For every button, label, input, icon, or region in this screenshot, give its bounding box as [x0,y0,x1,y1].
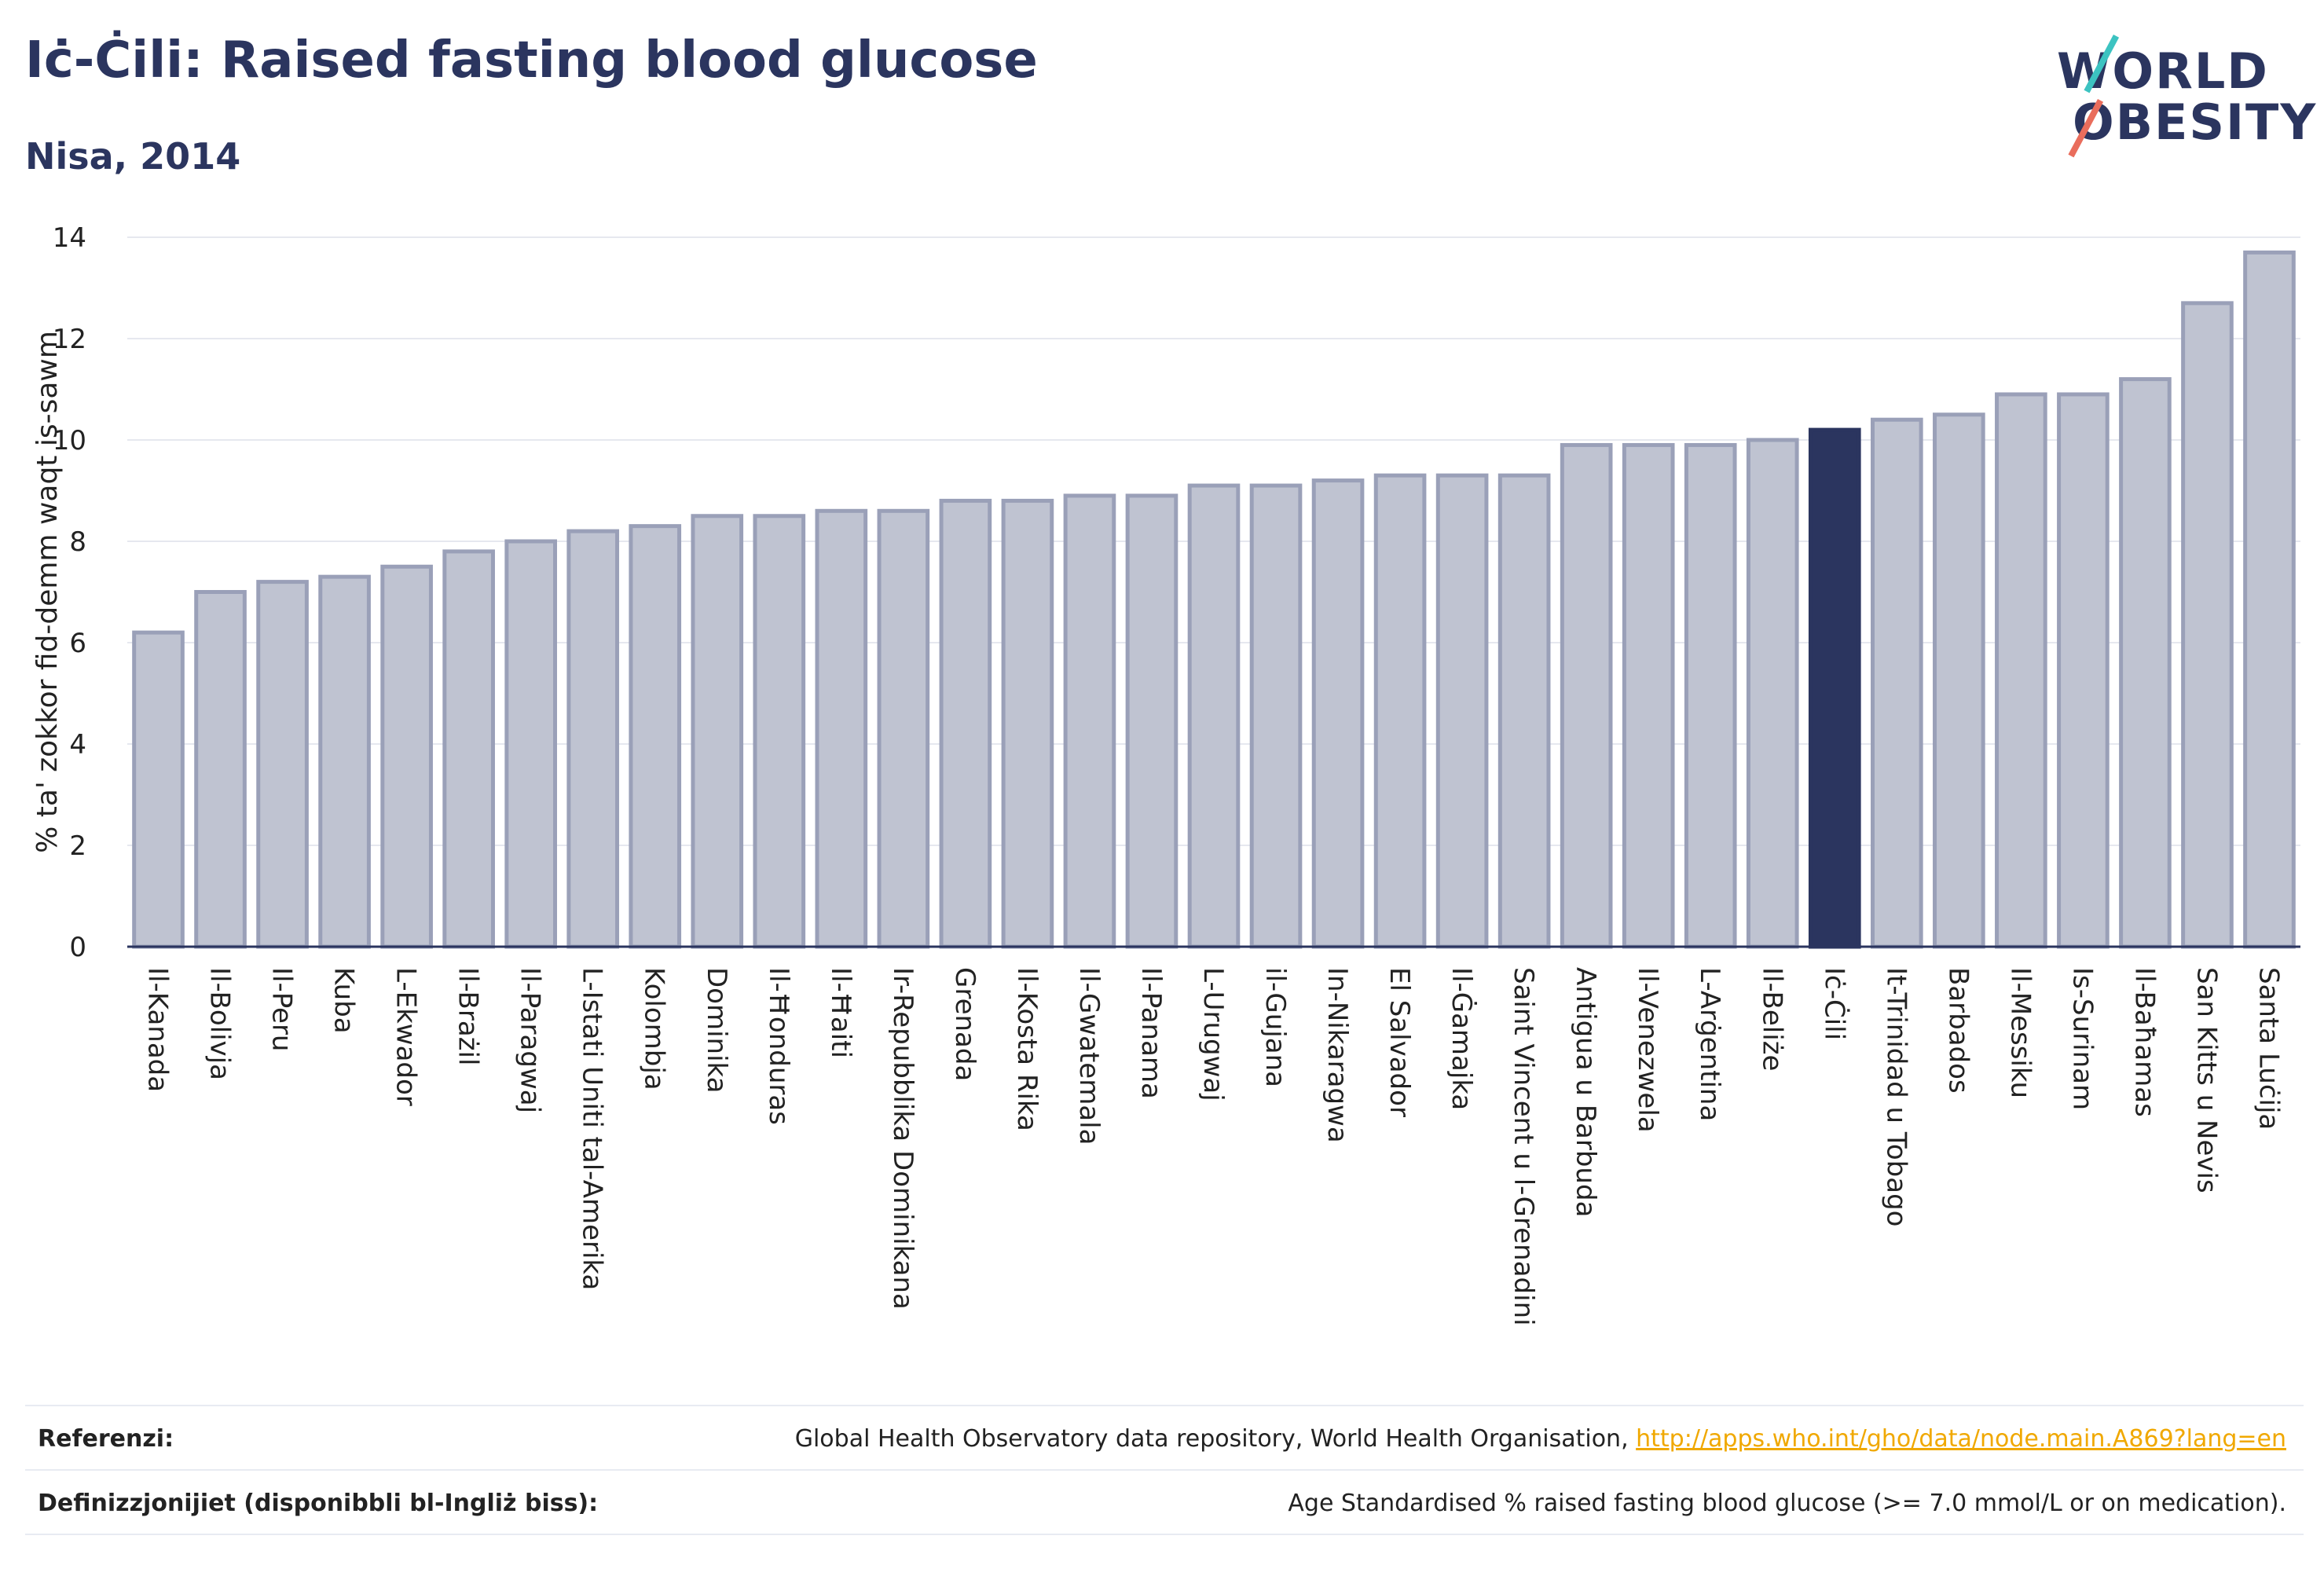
x-tick-label: Ir-Repubblika Dominikana [887,967,918,1310]
x-tick-label: Saint Vincent u l-Grenadini [1508,967,1539,1326]
bar [256,580,309,949]
x-tick-label: San Kitts u Nevis [2190,967,2222,1193]
bar [1497,473,1551,949]
bar [939,498,992,949]
x-tick-label: Is-Surinam [2066,967,2098,1110]
x-tick-label: L-Ekwador [390,967,422,1106]
references-label: Referenzi: [38,1425,174,1453]
x-tick-label: L-Arġentina [1694,967,1725,1121]
bar [1746,438,1799,949]
bar [1249,483,1303,949]
chart-subtitle: Nisa, 2014 [25,135,241,178]
bar [1373,473,1427,949]
definitions-label: Definizzjonijiet (disponibbli bl-Ingliż … [38,1490,599,1517]
x-tick-label: Kolombja [639,967,670,1090]
bar [815,508,868,949]
bar [132,630,185,949]
bar [1933,412,1985,949]
bar [380,564,433,949]
bar [1001,498,1054,949]
bar [629,524,682,949]
footer-divider-bottom [25,1534,2304,1535]
bar [194,590,247,949]
bar [2119,377,2172,949]
bar [2181,301,2234,949]
x-tick-label: Il-Ħaiti [825,967,856,1058]
logo-text-obesity: OBESITY [2073,93,2318,151]
y-tick-label: 2 [69,830,86,862]
y-tick-label: 12 [53,324,86,355]
x-tick-label: Grenada [949,967,981,1081]
bar [566,529,620,949]
x-tick-label: Il-Kanada [142,967,174,1092]
y-tick-label: 6 [69,628,86,659]
bar [1063,493,1116,949]
bar [2243,250,2296,949]
x-tick-label: Dominika [701,967,732,1093]
x-tick-label: Antigua u Barbuda [1570,967,1601,1217]
x-tick-label: L-Istati Uniti tal-Amerika [577,967,608,1290]
bar [1435,473,1489,949]
x-tick-label: Il-Gwatemala [1073,967,1105,1145]
bar [504,539,558,949]
y-tick-label: 4 [69,729,86,761]
x-tick-label: Il-Paragwaj [515,967,546,1113]
x-tick-label: Iċ-Ċili [1818,967,1850,1040]
x-tick-label: In-Nikaragwa [1321,967,1353,1143]
x-tick-label: Il-Baħamas [2128,967,2160,1117]
y-axis-title: % ta' zokkor fid-demm waqt is-sawm [31,331,64,853]
bar [1870,417,1923,949]
x-tick-label: Il-Panama [1135,967,1167,1099]
bar [1187,483,1241,949]
bar [1311,478,1365,949]
bar [691,514,744,949]
definitions-value: Age Standardised % raised fasting blood … [1288,1490,2286,1517]
bar [1560,442,1613,949]
x-tick-label: Il-Peru [266,967,298,1051]
y-tick-label: 0 [69,932,86,963]
x-tick-label: Il-Venezwela [1632,967,1663,1133]
x-tick-label: Il-Beliże [1756,967,1787,1071]
bar [1622,442,1675,949]
references-value: Global Health Observatory data repositor… [795,1425,2286,1453]
x-tick-label: Santa Luċija [2253,967,2284,1130]
x-tick-label: Il-Ħonduras [763,967,794,1125]
x-tick-label: Il-Brażil [453,967,484,1065]
x-tick-label: L-Urugwaj [1197,967,1229,1101]
bar [877,508,930,949]
bar [1684,442,1737,949]
y-tick-label: 10 [53,425,86,456]
bar [1995,392,2047,949]
bar [318,574,371,949]
references-text: Global Health Observatory data repositor… [794,1425,1637,1453]
bar [442,549,495,949]
bar [1808,427,1861,949]
world-obesity-logo: WORLD OBESITY [2043,35,2315,168]
bar [753,514,806,949]
x-tick-label: Il-Messiku [2004,967,2036,1098]
y-tick-label: 8 [69,526,86,558]
logo-text-world: WORLD [2057,42,2269,100]
footer-divider-top [25,1405,2304,1406]
x-tick-label: Il-Bolivja [204,967,236,1080]
x-tick-label: El Salvador [1384,967,1415,1117]
bar [2057,392,2110,949]
references-link[interactable]: http://apps.who.int/gho/data/node.main.A… [1636,1425,2286,1453]
footer-divider-middle [25,1469,2304,1471]
y-tick-label: 14 [53,222,86,254]
x-tick-label: It-Trinidad u Tobago [1880,967,1912,1226]
x-tick-label: Il-Kosta Rika [1011,967,1043,1131]
x-tick-label: Il-Ġamajka [1446,967,1478,1110]
x-tick-label: il-Gujana [1259,967,1291,1087]
bar-chart: 0 2 4 6 8 10 12 14 % ta' zokkor fid-demm waqt is… [31,222,2300,1326]
chart-title: Iċ-Ċili: Raised fasting blood glucose [25,31,1038,90]
x-tick-label: Kuba [328,967,360,1034]
bar [1125,493,1178,949]
x-tick-label: Barbados [1942,967,1974,1094]
